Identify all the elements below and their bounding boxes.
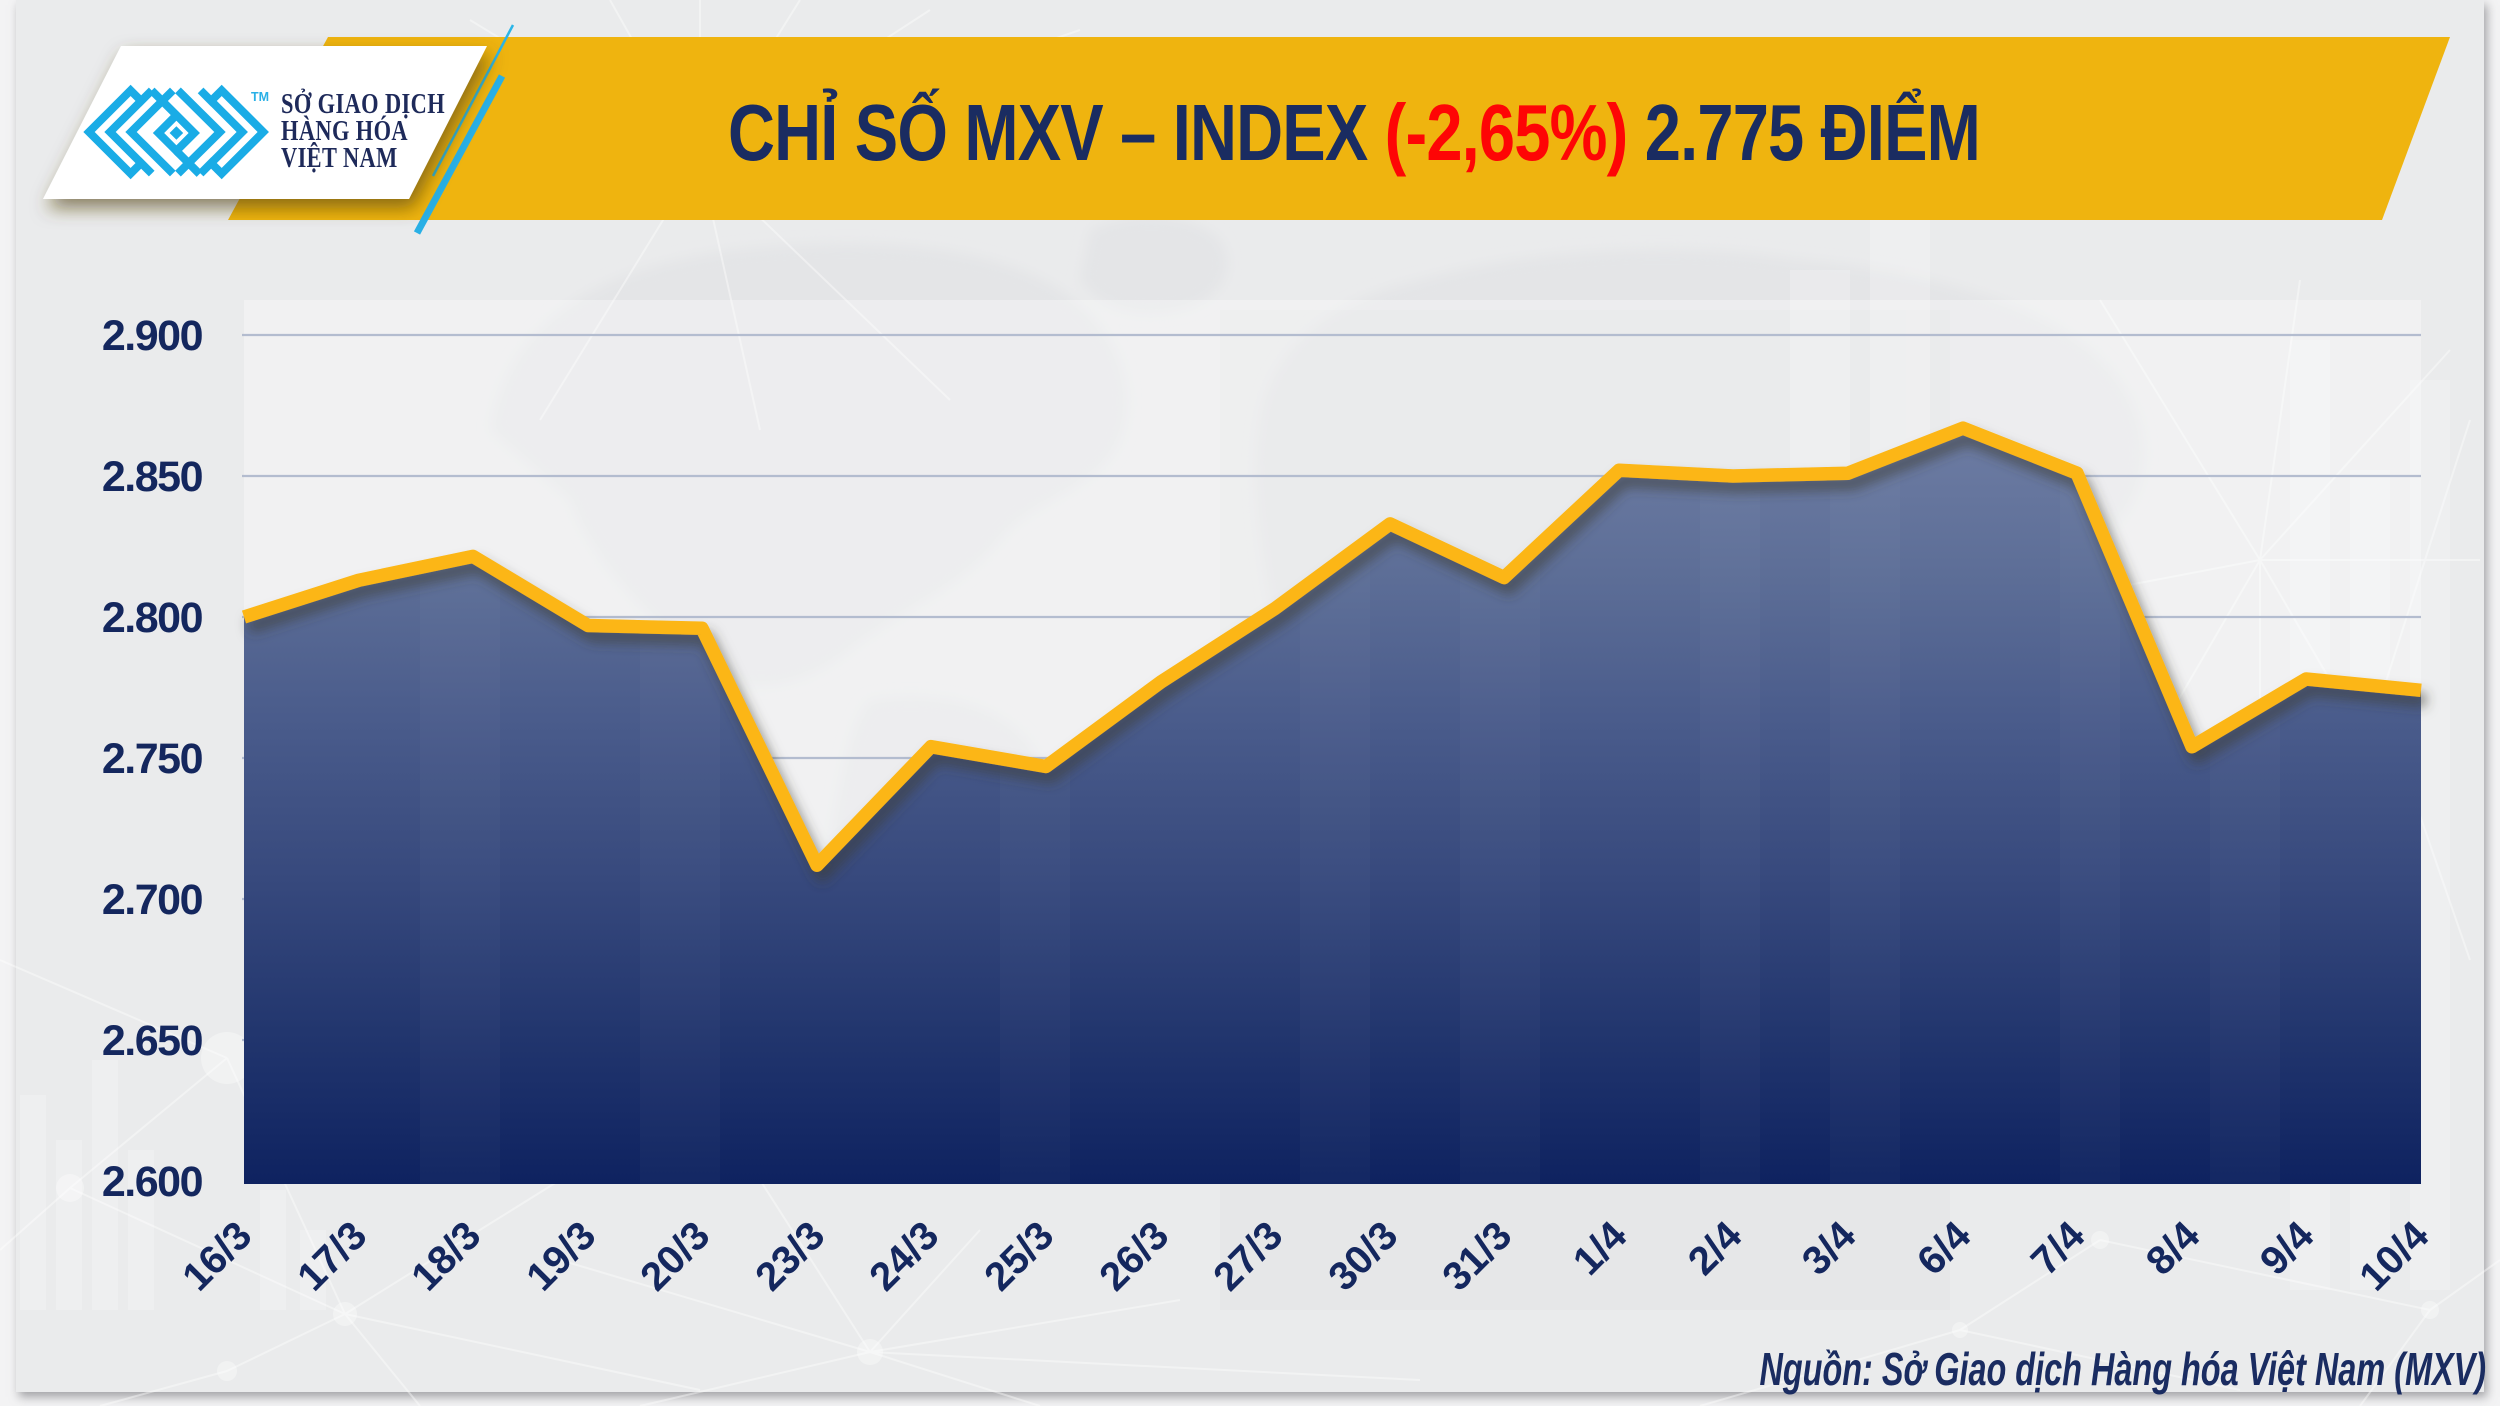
svg-text:CHỈ SỐ MXV – INDEX (-2,65%) 2.: CHỈ SỐ MXV – INDEX (-2,65%) 2.775 ĐIỂM bbox=[728, 88, 1980, 178]
svg-text:2.850: 2.850 bbox=[102, 453, 203, 501]
svg-text:2.650: 2.650 bbox=[102, 1017, 203, 1065]
svg-text:23/3: 23/3 bbox=[747, 1213, 833, 1299]
svg-text:Nguồn: Sở Giao dịch Hàng hóa V: Nguồn: Sở Giao dịch Hàng hóa Việt Nam (M… bbox=[1759, 1345, 2486, 1396]
svg-text:SỞ GIAO DỊCH: SỞ GIAO DỊCH bbox=[281, 89, 445, 120]
svg-text:HÀNG HÓA: HÀNG HÓA bbox=[281, 116, 408, 147]
svg-text:2.900: 2.900 bbox=[102, 312, 203, 360]
svg-text:19/3: 19/3 bbox=[518, 1213, 604, 1299]
svg-text:8/4: 8/4 bbox=[2138, 1213, 2209, 1284]
svg-text:16/3: 16/3 bbox=[174, 1213, 260, 1299]
svg-text:2.750: 2.750 bbox=[102, 735, 203, 783]
svg-text:2.600: 2.600 bbox=[102, 1158, 203, 1206]
svg-text:TM: TM bbox=[251, 90, 269, 104]
svg-text:2.700: 2.700 bbox=[102, 876, 203, 924]
svg-text:VIỆT NAM: VIỆT NAM bbox=[281, 143, 398, 174]
svg-text:2.800: 2.800 bbox=[102, 594, 203, 642]
svg-text:24/3: 24/3 bbox=[861, 1213, 947, 1299]
svg-text:26/3: 26/3 bbox=[1091, 1213, 1177, 1299]
